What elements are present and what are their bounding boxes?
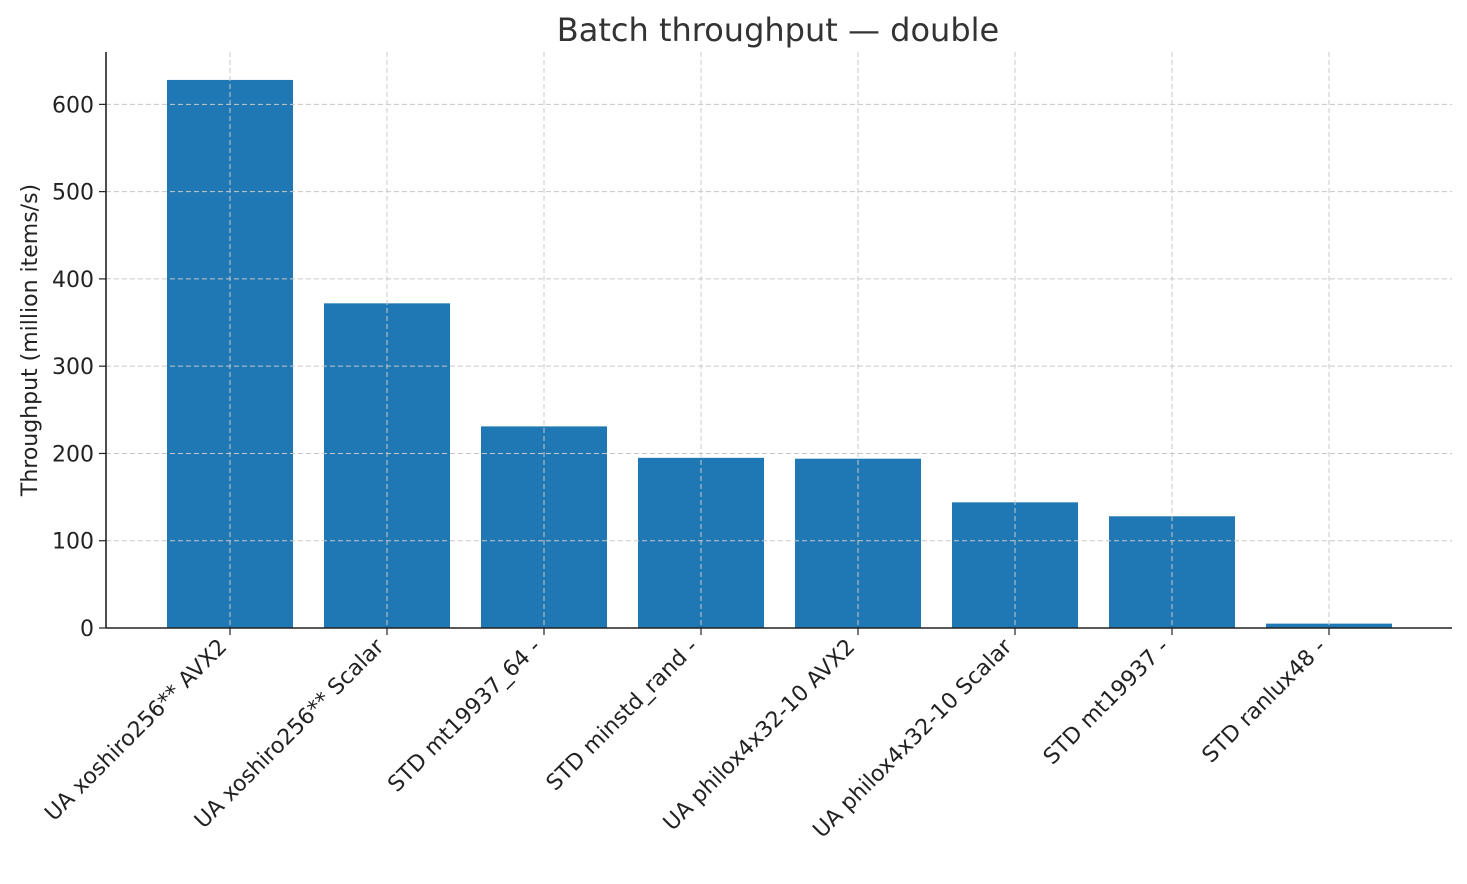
x-tick-label: STD minstd_rand - [542,635,703,796]
y-tick-label: 600 [52,93,94,118]
y-tick-label: 500 [52,181,94,206]
y-tick-label: 200 [52,442,94,467]
chart-title: Batch throughput — double [557,11,999,49]
bar [1266,623,1392,628]
y-ticks: 0 100 200 300 400 500 600 [52,93,106,642]
x-tick-label: STD ranlux48 - [1198,635,1332,769]
bar [167,79,293,629]
y-tick-label: 0 [80,617,94,642]
bars [167,79,1392,629]
grid [106,52,1452,629]
x-tick-label: STD mt19937 - [1039,635,1174,770]
y-tick-label: 300 [52,355,94,380]
x-tick-label: UA xoshiro256** AVX2 [40,635,232,827]
axes [105,52,1452,629]
y-tick-label: 100 [52,530,94,555]
x-tick-label: STD mt19937_64 - [383,635,546,798]
y-tick-label: 400 [52,268,94,293]
y-axis-label: Throughput (million items/s) [18,184,43,497]
